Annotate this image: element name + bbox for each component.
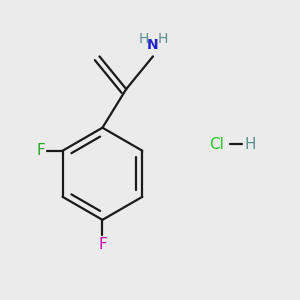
Text: H: H (138, 32, 148, 46)
Text: H: H (244, 136, 256, 152)
Text: H: H (157, 32, 168, 46)
Text: N: N (147, 38, 159, 52)
Text: Cl: Cl (209, 136, 224, 152)
Text: F: F (98, 237, 107, 252)
Text: F: F (37, 143, 46, 158)
